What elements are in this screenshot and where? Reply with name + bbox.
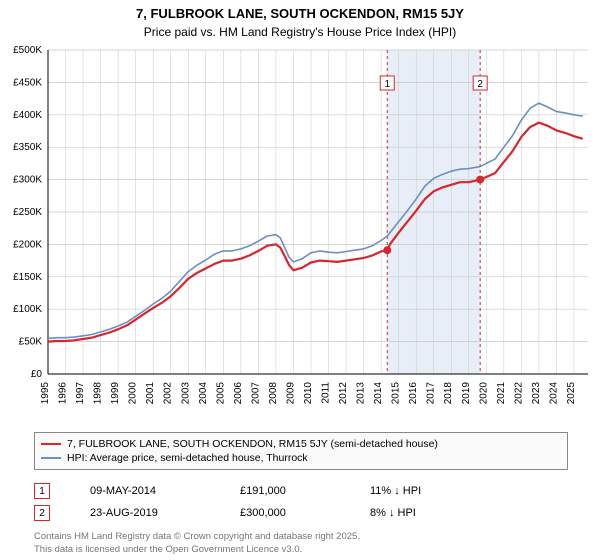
svg-text:2017: 2017 xyxy=(426,382,437,405)
svg-text:£100K: £100K xyxy=(13,304,42,315)
svg-text:£400K: £400K xyxy=(13,110,42,121)
callout-row-2: 2 23-AUG-2019 £300,000 8% ↓ HPI xyxy=(34,502,574,524)
svg-text:£150K: £150K xyxy=(13,272,42,283)
chart-svg: £0 £50K £100K £150K £200K £250K £300K £350K £400… xyxy=(0,44,600,424)
svg-text:2024: 2024 xyxy=(548,382,559,405)
svg-text:2001: 2001 xyxy=(145,382,156,405)
svg-text:2018: 2018 xyxy=(443,382,454,405)
svg-text:1995: 1995 xyxy=(40,382,51,405)
svg-text:2025: 2025 xyxy=(566,382,577,405)
svg-text:1997: 1997 xyxy=(75,382,86,405)
svg-text:2019: 2019 xyxy=(461,382,472,405)
svg-text:2002: 2002 xyxy=(163,382,174,405)
callout-marker-2: 2 xyxy=(34,505,50,521)
svg-text:2012: 2012 xyxy=(338,382,349,405)
svg-text:2023: 2023 xyxy=(531,382,542,405)
callout-table: 1 09-MAY-2014 £191,000 11% ↓ HPI 2 23-AU… xyxy=(34,480,574,524)
svg-text:2011: 2011 xyxy=(321,382,332,404)
svg-text:£50K: £50K xyxy=(19,337,43,348)
svg-text:2021: 2021 xyxy=(496,382,507,405)
chart-container: 7, FULBROOK LANE, SOUTH OCKENDON, RM15 5… xyxy=(0,0,600,560)
svg-text:2008: 2008 xyxy=(268,382,279,405)
svg-text:2013: 2013 xyxy=(356,382,367,405)
callout-date-2: 23-AUG-2019 xyxy=(90,507,200,519)
svg-text:£350K: £350K xyxy=(13,142,42,153)
svg-text:£200K: £200K xyxy=(13,239,42,250)
svg-text:2003: 2003 xyxy=(180,382,191,405)
svg-text:1996: 1996 xyxy=(58,382,69,405)
callout-date-1: 09-MAY-2014 xyxy=(90,485,200,497)
svg-text:2015: 2015 xyxy=(391,382,402,405)
svg-text:£500K: £500K xyxy=(13,45,42,56)
legend-label-hpi: HPI: Average price, semi-detached house,… xyxy=(67,452,308,464)
svg-text:2000: 2000 xyxy=(128,382,139,405)
svg-text:£450K: £450K xyxy=(13,77,42,88)
callout-price-1: £191,000 xyxy=(240,485,330,497)
chart-area: £0 £50K £100K £150K £200K £250K £300K £350K £400… xyxy=(0,44,600,424)
callout-hpi-2: 8% ↓ HPI xyxy=(370,507,460,519)
footer-line2: This data is licensed under the Open Gov… xyxy=(34,544,360,556)
legend-swatch-price-paid xyxy=(41,443,61,445)
svg-text:2016: 2016 xyxy=(408,382,419,405)
svg-text:2005: 2005 xyxy=(215,382,226,405)
legend-row-hpi: HPI: Average price, semi-detached house,… xyxy=(41,451,561,465)
svg-text:2006: 2006 xyxy=(233,382,244,405)
svg-text:2009: 2009 xyxy=(285,382,296,405)
callout-hpi-1: 11% ↓ HPI xyxy=(370,485,460,497)
svg-text:1: 1 xyxy=(384,79,390,90)
svg-text:£0: £0 xyxy=(31,369,43,380)
callout-marker-1: 1 xyxy=(34,483,50,499)
chart-title-line1: 7, FULBROOK LANE, SOUTH OCKENDON, RM15 5… xyxy=(0,0,600,23)
svg-text:2007: 2007 xyxy=(250,382,261,405)
svg-text:1998: 1998 xyxy=(93,382,104,405)
svg-text:2020: 2020 xyxy=(478,382,489,405)
svg-text:£250K: £250K xyxy=(13,207,42,218)
svg-text:2004: 2004 xyxy=(198,382,209,405)
svg-text:£300K: £300K xyxy=(13,175,42,186)
chart-title-line2: Price paid vs. HM Land Registry's House … xyxy=(0,23,600,39)
svg-text:2022: 2022 xyxy=(513,382,524,405)
footer-line1: Contains HM Land Registry data © Crown c… xyxy=(34,531,360,543)
callout-row-1: 1 09-MAY-2014 £191,000 11% ↓ HPI xyxy=(34,480,574,502)
svg-text:2010: 2010 xyxy=(303,382,314,405)
legend: 7, FULBROOK LANE, SOUTH OCKENDON, RM15 5… xyxy=(34,432,568,470)
legend-row-price-paid: 7, FULBROOK LANE, SOUTH OCKENDON, RM15 5… xyxy=(41,437,561,451)
svg-text:2014: 2014 xyxy=(373,382,384,405)
svg-text:1999: 1999 xyxy=(110,382,121,405)
legend-swatch-hpi xyxy=(41,457,61,459)
svg-text:2: 2 xyxy=(477,79,483,90)
legend-label-price-paid: 7, FULBROOK LANE, SOUTH OCKENDON, RM15 5… xyxy=(67,438,438,450)
footer-attribution: Contains HM Land Registry data © Crown c… xyxy=(34,531,360,556)
callout-price-2: £300,000 xyxy=(240,507,330,519)
